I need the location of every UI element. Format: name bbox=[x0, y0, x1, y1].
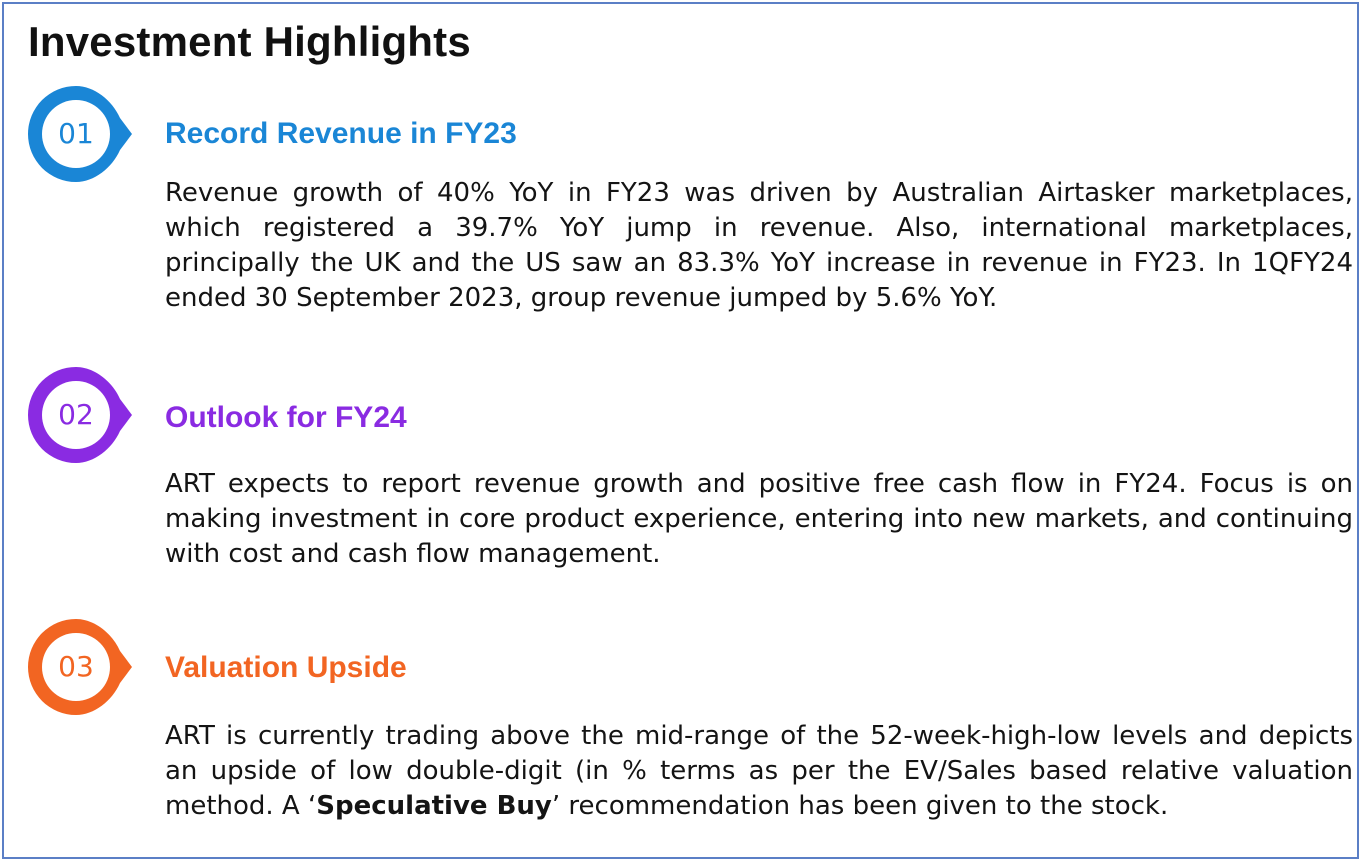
number-badge-03: 03 bbox=[16, 617, 136, 717]
number-badge-02: 02 bbox=[16, 365, 136, 465]
highlight-body-02: ART expects to report revenue growth and… bbox=[165, 469, 1353, 569]
highlight-body-03: ART is currently trading above the mid-r… bbox=[165, 719, 1353, 824]
highlight-heading-01: Record Revenue in FY23 bbox=[165, 117, 517, 150]
recommendation-text: Speculative Buy bbox=[316, 791, 552, 821]
badge-number: 01 bbox=[58, 117, 94, 150]
highlight-heading-02: Outlook for FY24 bbox=[165, 401, 407, 434]
badge-number: 02 bbox=[58, 398, 94, 431]
badge-number: 03 bbox=[58, 650, 94, 683]
body-text-after: ’ recommendation has been given to the s… bbox=[551, 791, 1169, 821]
badge-shape-icon bbox=[28, 86, 132, 182]
badge-shape-icon bbox=[28, 619, 132, 715]
number-badge-01: 01 bbox=[16, 84, 136, 184]
page-title: Investment Highlights bbox=[28, 18, 471, 65]
highlight-body-01: Revenue growth of 40% YoY in FY23 was dr… bbox=[165, 178, 1353, 313]
badge-shape-icon bbox=[28, 367, 132, 463]
highlight-heading-03: Valuation Upside bbox=[165, 651, 407, 684]
body-text-before: ART is currently trading above the mid-r… bbox=[165, 721, 1353, 821]
